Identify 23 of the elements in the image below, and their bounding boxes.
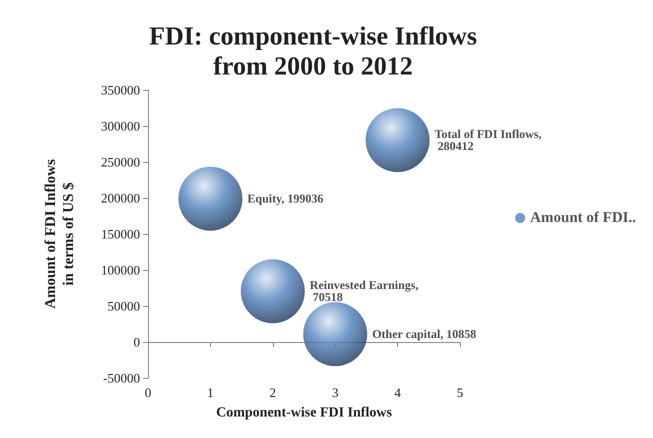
x-tick-label: 5 (456, 385, 464, 400)
data-label: Other capital, 10858 (372, 327, 476, 342)
x-tick-label: 1 (207, 385, 214, 400)
data-label: Total of FDI Inflows, 280412 (434, 127, 542, 154)
x-tick-label: 3 (332, 385, 338, 400)
y-tick-label: 300000 (101, 118, 140, 134)
x-tick-label: 0 (144, 385, 152, 400)
legend-label: Amount of FDI.. (530, 210, 636, 226)
data-label: Reinvested Earnings, 70518 (310, 278, 418, 304)
y-tick-label: 350000 (101, 82, 140, 98)
y-tick-label: 250000 (101, 154, 140, 170)
y-tick-label: 150000 (101, 226, 140, 242)
y-tick-label: -50000 (103, 370, 140, 386)
x-tick-label: 4 (394, 385, 402, 400)
y-tick-label: 100000 (101, 262, 140, 278)
y-tick-label: 200000 (101, 190, 140, 206)
y-tick-label: 50000 (108, 298, 140, 314)
data-label: Equity, 199036 (247, 192, 324, 206)
x-axis-title: Component-wise FDI Inflows (216, 406, 392, 420)
y-axis-title: Amount of FDI Inflows in terms of US $ (43, 159, 77, 309)
y-tick-label: 0 (134, 334, 140, 350)
x-tick-label: 2 (270, 385, 276, 400)
chart-title: FDI: component-wise Inflows from 2000 to 2012 (149, 22, 477, 80)
